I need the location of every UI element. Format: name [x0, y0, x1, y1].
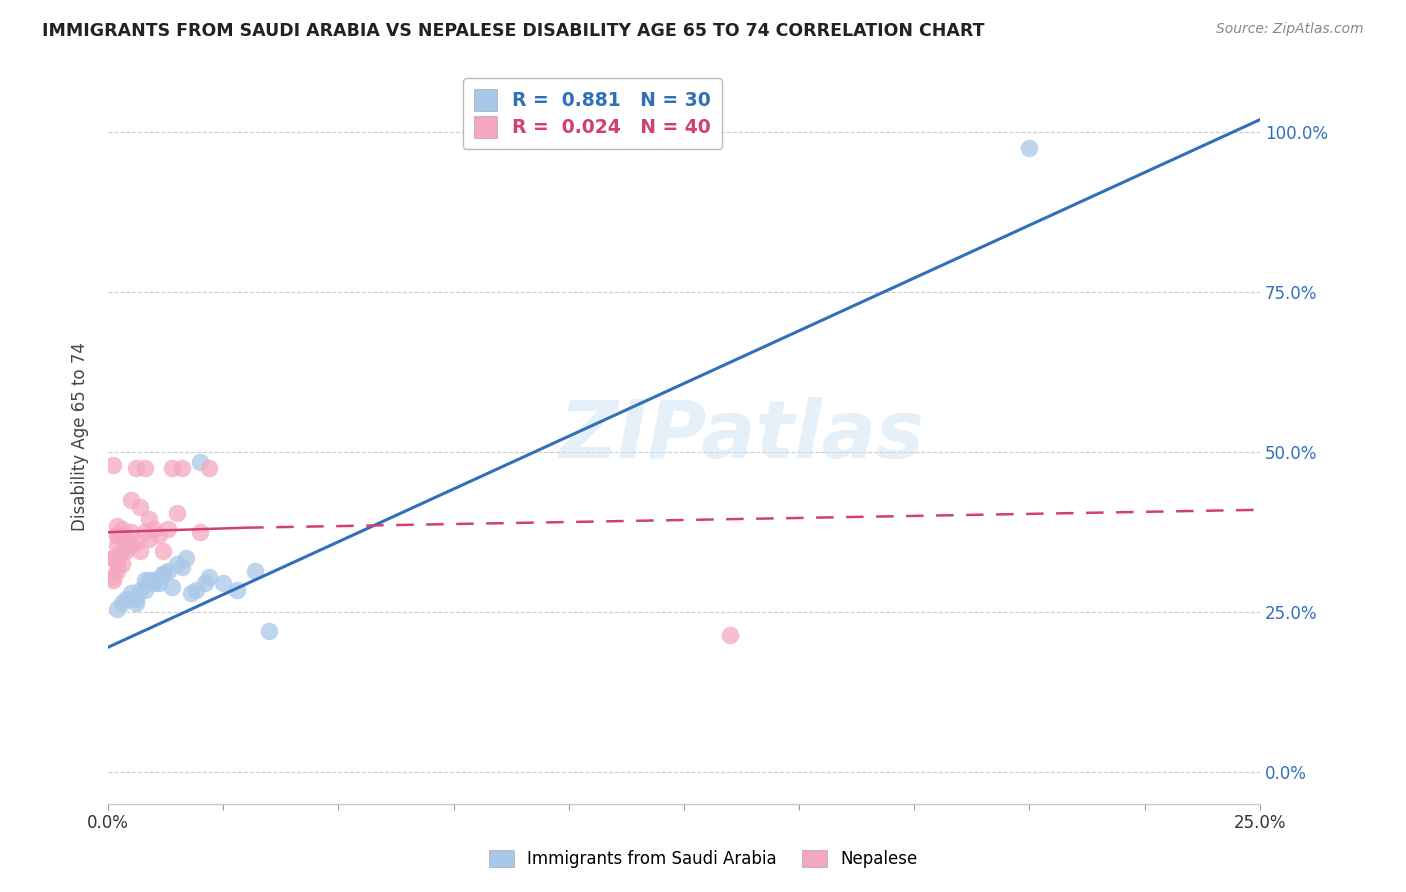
Point — [124, 461, 146, 475]
Point — [105, 538, 128, 552]
Point — [162, 580, 184, 594]
Point — [148, 576, 170, 591]
Point — [120, 538, 142, 552]
Point — [198, 570, 221, 584]
Point — [148, 528, 170, 542]
Point — [115, 592, 138, 607]
Point — [101, 570, 124, 584]
Point — [111, 557, 134, 571]
Point — [129, 544, 152, 558]
Point — [259, 624, 281, 639]
Point — [105, 564, 128, 578]
Point — [198, 461, 221, 475]
Point — [156, 564, 179, 578]
Point — [212, 576, 235, 591]
Point — [138, 532, 160, 546]
Y-axis label: Disability Age 65 to 74: Disability Age 65 to 74 — [72, 342, 89, 531]
Point — [111, 544, 134, 558]
Point — [115, 538, 138, 552]
Point — [120, 525, 142, 540]
Point — [180, 586, 202, 600]
Point — [143, 573, 166, 587]
Point — [143, 576, 166, 591]
Point — [101, 573, 124, 587]
Point — [162, 461, 184, 475]
Point — [166, 557, 188, 571]
Point — [152, 566, 174, 581]
Point — [105, 528, 128, 542]
Legend: Immigrants from Saudi Arabia, Nepalese: Immigrants from Saudi Arabia, Nepalese — [482, 843, 924, 875]
Point — [188, 525, 211, 540]
Point — [245, 564, 267, 578]
Point — [129, 500, 152, 514]
Point — [105, 554, 128, 568]
Point — [105, 528, 128, 542]
Legend: R =  0.881   N = 30, R =  0.024   N = 40: R = 0.881 N = 30, R = 0.024 N = 40 — [463, 78, 721, 149]
Point — [1018, 141, 1040, 155]
Point — [115, 532, 138, 546]
Point — [226, 582, 249, 597]
Point — [105, 557, 128, 571]
Point — [138, 512, 160, 526]
Point — [124, 595, 146, 609]
Text: ZIPatlas: ZIPatlas — [560, 397, 924, 475]
Point — [156, 522, 179, 536]
Point — [184, 582, 207, 597]
Point — [105, 602, 128, 616]
Point — [129, 582, 152, 597]
Point — [134, 573, 156, 587]
Point — [170, 560, 193, 574]
Point — [120, 586, 142, 600]
Point — [120, 493, 142, 508]
Text: IMMIGRANTS FROM SAUDI ARABIA VS NEPALESE DISABILITY AGE 65 TO 74 CORRELATION CHA: IMMIGRANTS FROM SAUDI ARABIA VS NEPALESE… — [42, 22, 984, 40]
Point — [111, 522, 134, 536]
Point — [152, 544, 174, 558]
Point — [134, 461, 156, 475]
Point — [111, 528, 134, 542]
Point — [115, 544, 138, 558]
Point — [101, 550, 124, 565]
Text: Source: ZipAtlas.com: Source: ZipAtlas.com — [1216, 22, 1364, 37]
Point — [194, 576, 217, 591]
Point — [105, 518, 128, 533]
Point — [111, 595, 134, 609]
Point — [143, 522, 166, 536]
Point — [101, 458, 124, 472]
Point — [124, 592, 146, 607]
Point — [176, 550, 198, 565]
Point — [134, 525, 156, 540]
Point — [152, 566, 174, 581]
Point — [188, 455, 211, 469]
Point — [101, 550, 124, 565]
Point — [718, 627, 741, 641]
Point — [124, 534, 146, 549]
Point — [134, 582, 156, 597]
Point — [166, 506, 188, 520]
Point — [138, 573, 160, 587]
Point — [170, 461, 193, 475]
